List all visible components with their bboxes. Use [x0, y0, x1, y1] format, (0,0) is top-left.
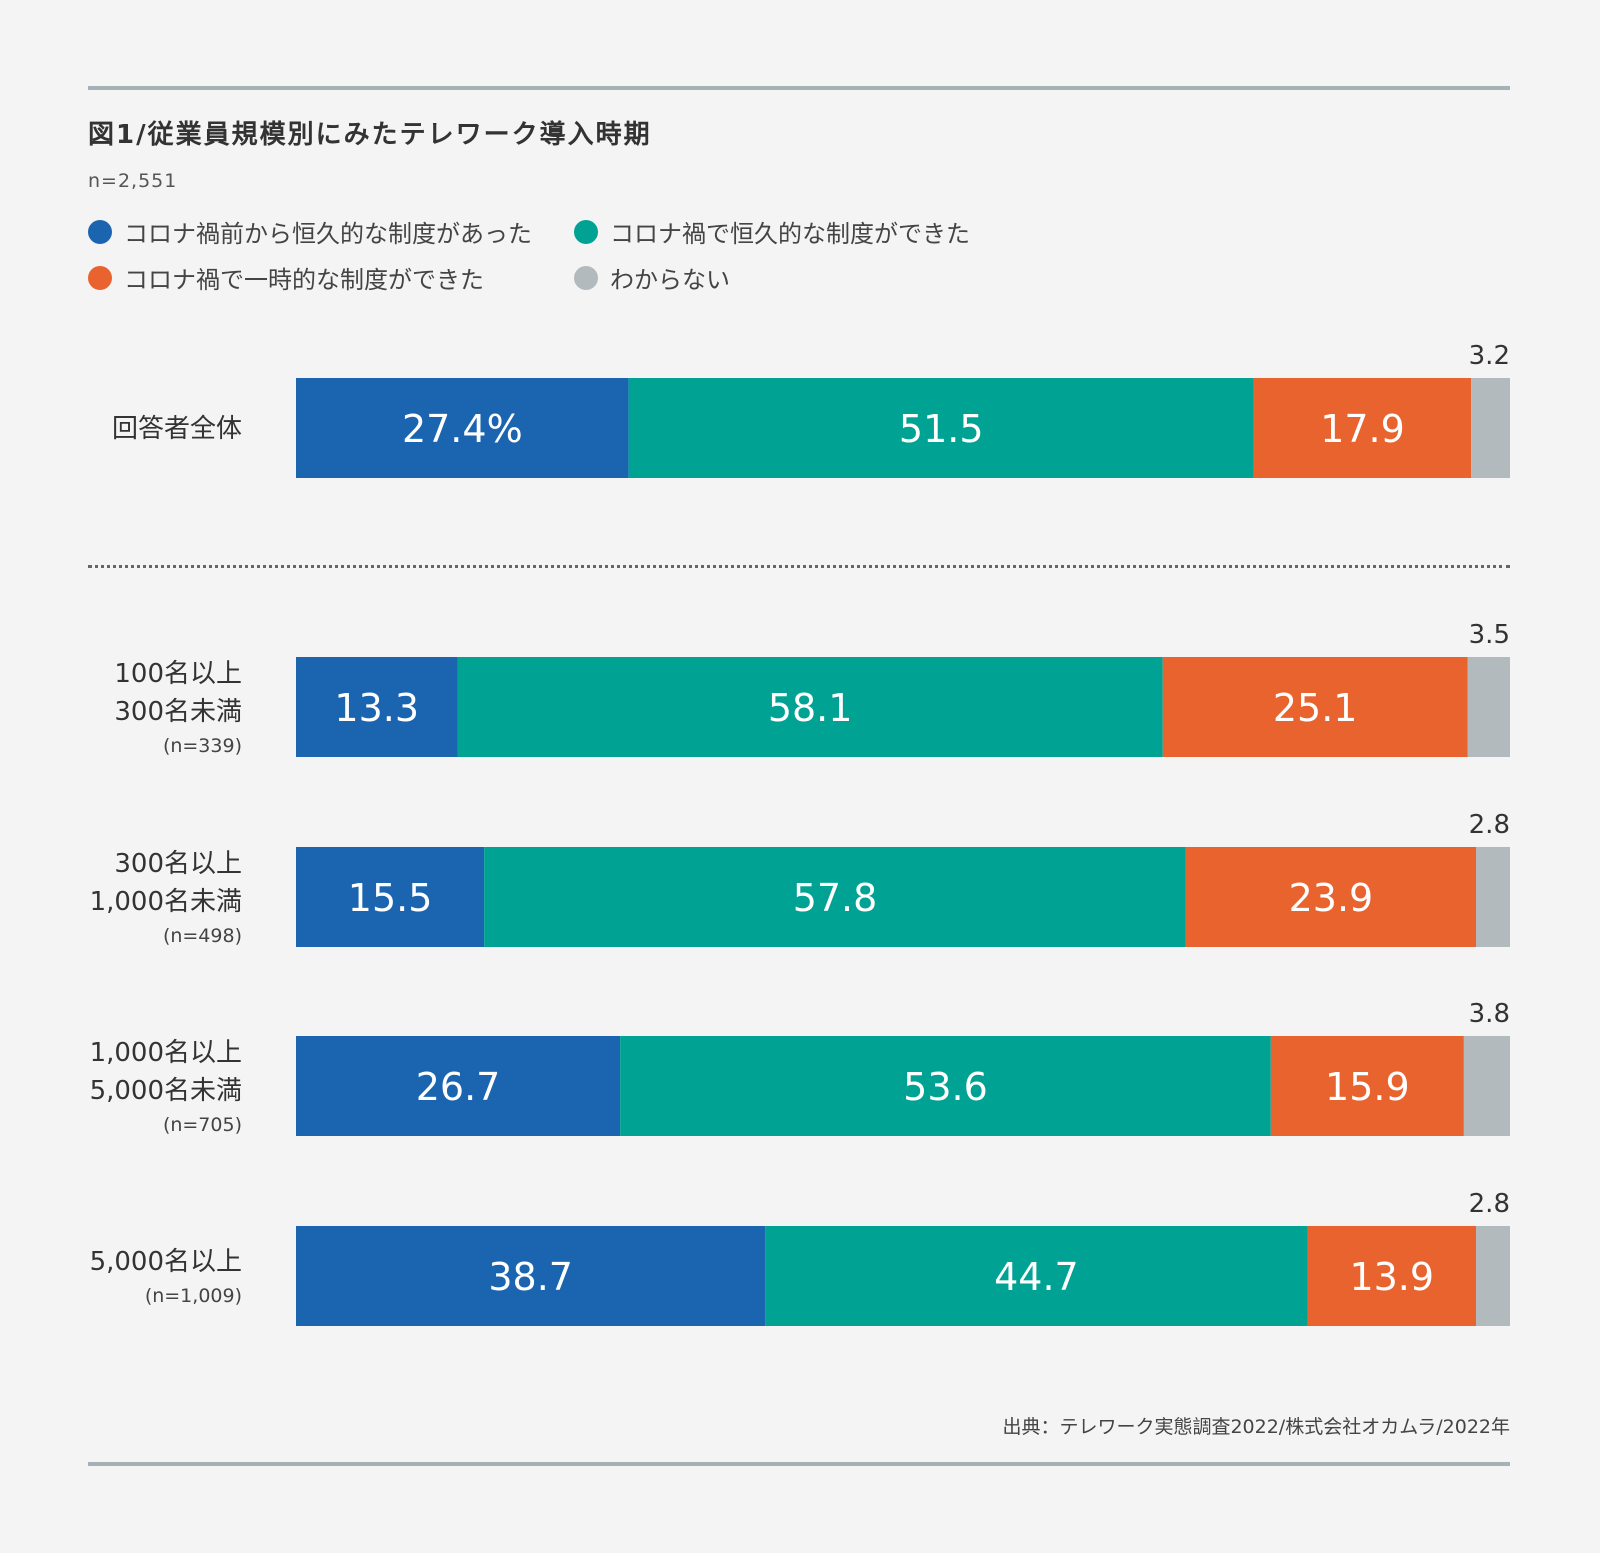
- bar-segment: [484, 847, 1186, 947]
- bar-value-label: 17.9: [1320, 407, 1405, 451]
- bar-value-label: 38.7: [488, 1255, 573, 1299]
- category-label: 300名未満: [114, 697, 242, 727]
- category-label: 1,000名以上: [90, 1038, 242, 1068]
- sample-size: n=2,551: [88, 170, 178, 192]
- bar-segment: [1162, 657, 1468, 757]
- bar-value-label: 57.8: [793, 876, 878, 920]
- category-label: 100名以上: [114, 659, 242, 689]
- bar-value-label: 25.1: [1273, 686, 1358, 730]
- bar-value-label: 3.5: [1469, 620, 1510, 650]
- bar-segment: [296, 657, 458, 757]
- top-rule: [88, 86, 1510, 90]
- category-sample-label: (n=1,009): [145, 1285, 242, 1307]
- bar-segment: [628, 378, 1254, 478]
- bar-value-label: 3.8: [1469, 999, 1510, 1029]
- group-divider: [88, 565, 1510, 568]
- bar-value-label: 23.9: [1289, 876, 1374, 920]
- legend-item-pre-covid-permanent: コロナ禍前から恒久的な制度があった: [88, 214, 532, 249]
- bar-value-label: 15.5: [348, 876, 433, 920]
- source-note: 出典：テレワーク実態調査2022/株式会社オカムラ/2022年: [1002, 1416, 1510, 1438]
- bar-segment: [1471, 378, 1510, 478]
- legend-swatch-icon: [88, 265, 112, 290]
- bar-segment: [1307, 1226, 1477, 1326]
- bar-value-label: 2.8: [1469, 810, 1510, 840]
- category-label: 300名以上: [114, 849, 242, 879]
- category-sample-label: (n=339): [163, 735, 242, 757]
- legend-swatch-icon: [574, 219, 598, 244]
- bar-segment: [1463, 1036, 1510, 1136]
- bar-segment: [1476, 847, 1510, 947]
- bar-value-label: 44.7: [994, 1255, 1079, 1299]
- category-label: 5,000名以上: [90, 1247, 242, 1277]
- legend-swatch-icon: [88, 219, 112, 244]
- category-label: 1,000名未満: [90, 887, 242, 917]
- bar-segment: [1270, 1036, 1464, 1136]
- bar-segment: [296, 1036, 621, 1136]
- bar-value-label: 3.2: [1469, 341, 1510, 371]
- bar-value-label: 15.9: [1325, 1065, 1410, 1109]
- legend-label: コロナ禍で一時的な制度ができた: [124, 266, 484, 294]
- legend-label: コロナ禍で恒久的な制度ができた: [610, 220, 970, 248]
- chart-title: 図1/従業員規模別にみたテレワーク導入時期: [88, 120, 652, 150]
- bottom-rule: [88, 1462, 1510, 1466]
- legend-swatch-icon: [574, 265, 598, 290]
- bar-value-label: 27.4%: [402, 407, 523, 451]
- bar-segment: [1476, 1226, 1510, 1326]
- category-sample-label: (n=498): [163, 925, 242, 947]
- legend-label: わからない: [610, 266, 730, 294]
- legend-label: コロナ禍前から恒久的な制度があった: [124, 220, 532, 248]
- category-sample-label: (n=705): [163, 1114, 242, 1136]
- bar-segment: [457, 657, 1163, 757]
- bar-segment: [620, 1036, 1271, 1136]
- bar-value-label: 58.1: [768, 686, 853, 730]
- bar-segment: [1185, 847, 1477, 947]
- bar-value-label: 51.5: [899, 407, 984, 451]
- bar-segment: [765, 1226, 1308, 1326]
- bar-segment: [296, 1226, 766, 1326]
- bar-segment: [1467, 657, 1510, 757]
- bar-value-label: 13.3: [334, 686, 419, 730]
- bar-segment: [296, 378, 629, 478]
- bar-value-label: 2.8: [1469, 1189, 1510, 1219]
- legend-item-covid-temporary: コロナ禍で一時的な制度ができた: [88, 260, 484, 295]
- legend-item-unknown: わからない: [574, 260, 730, 295]
- legend-item-covid-permanent: コロナ禍で恒久的な制度ができた: [574, 214, 970, 249]
- bar-segment: [296, 847, 485, 947]
- category-label: 5,000名未満: [90, 1076, 242, 1106]
- bar-value-label: 13.9: [1349, 1255, 1434, 1299]
- bar-value-label: 26.7: [416, 1065, 501, 1109]
- category-label: 回答者全体: [112, 414, 242, 444]
- bar-value-label: 53.6: [903, 1065, 988, 1109]
- bar-segment: [1253, 378, 1472, 478]
